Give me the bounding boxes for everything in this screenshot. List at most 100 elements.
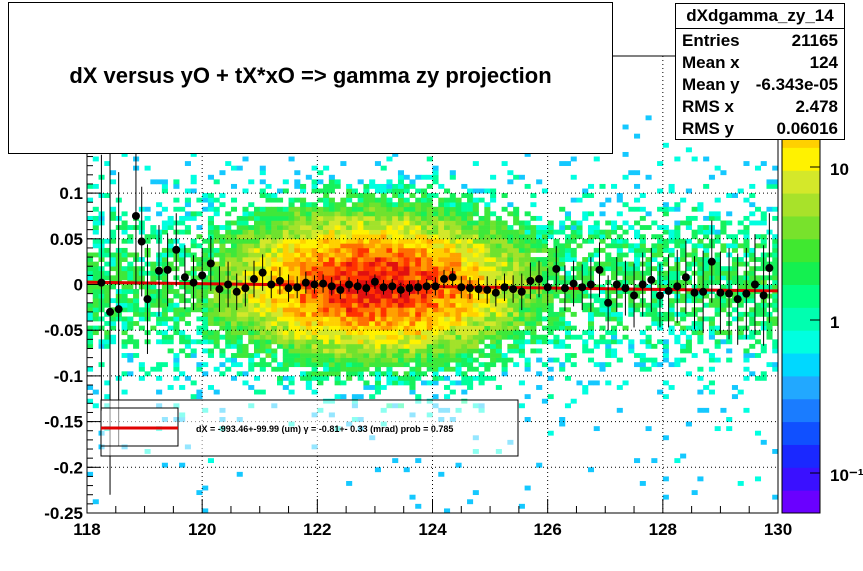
heatmap-cell [386,225,393,230]
heatmap-cell [351,330,358,336]
heatmap-cell [559,417,566,422]
heatmap-cell [518,220,525,226]
heatmap-cell [374,266,381,272]
heatmap-cell [323,266,330,272]
heatmap-cell [282,343,289,349]
heatmap-cell [415,202,422,208]
heatmap-cell [265,211,272,217]
stat-row-rms-y: RMS y 0.06016 [682,119,838,141]
heatmap-cell [467,266,474,272]
heatmap-cell [202,339,209,345]
heatmap-cell [230,302,238,308]
profile-point [267,280,276,289]
heatmap-cell [173,311,180,317]
heatmap-cell [726,243,733,249]
heatmap-cell [737,311,744,317]
heatmap-cell [495,321,502,326]
heatmap-cell [743,243,750,249]
heatmap-cell [253,330,261,336]
heatmap-cell [616,270,623,276]
heatmap-cell [628,243,635,249]
profile-point [535,275,544,284]
heatmap-cell [749,311,756,317]
heatmap-cell [547,293,554,299]
heatmap-cell [662,353,669,358]
heatmap-cell [397,229,405,235]
heatmap-cell [305,257,312,262]
heatmap-cell [138,375,145,381]
heatmap-cell [363,353,370,358]
heatmap-cell [541,229,548,235]
heatmap-cell [467,321,474,326]
heatmap-cell [587,193,595,198]
heatmap-cell [501,243,508,249]
heatmap-cell [674,458,681,464]
heatmap-cell [703,156,710,162]
heatmap-cell [714,165,721,171]
heatmap-cell [357,293,364,299]
heatmap-cell [772,449,779,454]
heatmap-cell [634,289,641,294]
heatmap-cell [317,261,324,267]
heatmap-cell [524,151,531,157]
heatmap-cell [104,275,111,281]
heatmap-cell [553,325,560,331]
heatmap-cell [461,371,468,377]
heatmap-cell [536,225,543,230]
heatmap-cell [397,348,405,354]
heatmap-cell [438,202,445,208]
heatmap-cell [328,206,335,212]
heatmap-cell [236,293,243,299]
heatmap-cell [564,247,571,253]
heatmap-cell [461,298,468,304]
heatmap-cell [392,257,399,262]
heatmap-cell [340,334,347,340]
profile-point [604,298,613,307]
heatmap-cell [772,234,779,240]
heatmap-cell [351,243,358,249]
heatmap-cell [495,293,502,299]
heatmap-cell [611,325,618,331]
heatmap-cell [392,289,399,294]
heatmap-cell [311,211,318,217]
heatmap-cell [680,247,687,253]
heatmap-cell [559,311,566,317]
heatmap-cell [259,389,266,395]
heatmap-cell [685,215,692,221]
heatmap-cell [449,220,456,226]
heatmap-cell [104,252,111,258]
heatmap-cell [634,458,641,464]
heatmap-cell [225,334,232,340]
heatmap-cell [616,225,623,230]
heatmap-cell [397,188,405,194]
heatmap-cell [219,311,226,317]
heatmap-cell [311,302,318,308]
heatmap-cell [403,321,410,326]
heatmap-cell [161,284,168,290]
heatmap-cell [104,238,111,244]
heatmap-cell [184,252,191,258]
heatmap-cell [294,311,301,317]
heatmap-cell [397,215,405,221]
heatmap-cell [323,339,330,345]
heatmap-cell [432,366,439,372]
heatmap-cell [207,307,214,313]
heatmap-cell [167,252,174,258]
heatmap-cell [346,257,353,262]
heatmap-cell [426,325,433,331]
heatmap-cell [167,348,174,354]
heatmap-cell [230,183,238,189]
heatmap-cell [253,311,261,317]
heatmap-cell [743,161,750,166]
heatmap-cell [363,385,370,390]
heatmap-cell [490,270,497,276]
heatmap-cell [507,243,514,249]
heatmap-cell [409,366,416,372]
heatmap-cell [432,302,439,308]
heatmap-cell [478,353,485,358]
heatmap-cell [202,302,209,308]
heatmap-cell [587,325,595,331]
heatmap-cell [282,348,289,354]
heatmap-cell [323,257,330,262]
heatmap-cell [697,321,704,326]
